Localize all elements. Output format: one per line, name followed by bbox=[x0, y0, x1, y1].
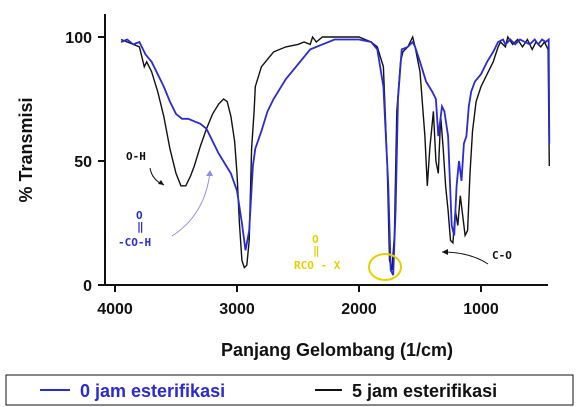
annotation-cooh-arrow bbox=[171, 171, 211, 237]
annotation-rcox-o: O bbox=[312, 233, 319, 246]
x-ticks: 4000 3000 2000 1000 bbox=[97, 285, 499, 318]
y-tick-label: 100 bbox=[65, 30, 92, 47]
annotation-co: C-O bbox=[441, 249, 512, 265]
y-tick-label: 0 bbox=[83, 278, 92, 295]
series-line-0-jam bbox=[120, 37, 551, 276]
x-axis-title: Panjang Gelombang (1/cm) bbox=[221, 340, 453, 360]
annotation-cooh-o: O bbox=[136, 209, 143, 222]
annotation-rcox-label: RCO - X bbox=[294, 259, 341, 272]
y-ticks: 0 50 100 bbox=[65, 30, 105, 295]
annotation-cooh-label: -CO-H bbox=[118, 236, 151, 249]
annotation-oh: O-H bbox=[126, 150, 165, 186]
annotation-oh-arrowhead bbox=[158, 180, 164, 185]
y-axis-title: % Transmisi bbox=[16, 97, 36, 202]
x-tick-label: 2000 bbox=[341, 301, 377, 318]
annotation-co-arrow bbox=[441, 251, 489, 265]
legend-label-0-jam: 0 jam esterifikasi bbox=[80, 381, 225, 401]
y-tick-label: 50 bbox=[74, 154, 92, 171]
x-tick-label: 4000 bbox=[97, 301, 133, 318]
annotation-cooh: O ‖ -CO-H bbox=[118, 170, 213, 249]
series-line-5-jam bbox=[120, 34, 550, 271]
annotation-rcox: O ‖ RCO - X bbox=[294, 233, 402, 281]
legend: 0 jam esterifikasi 5 jam esterifikasi bbox=[5, 374, 574, 406]
annotation-oh-label: O-H bbox=[126, 150, 146, 163]
annotation-cooh-arrowhead bbox=[206, 170, 213, 176]
annotation-cooh-bond: ‖ bbox=[137, 220, 144, 233]
annotation-rcox-circle bbox=[368, 253, 402, 281]
legend-box bbox=[5, 374, 574, 406]
annotation-rcox-bond: ‖ bbox=[313, 244, 320, 257]
legend-label-5-jam: 5 jam esterifikasi bbox=[352, 381, 497, 401]
x-tick-label: 3000 bbox=[219, 301, 255, 318]
annotation-co-label: C-O bbox=[492, 249, 512, 262]
x-tick-label: 1000 bbox=[463, 301, 499, 318]
annotation-co-arrowhead bbox=[442, 249, 448, 255]
